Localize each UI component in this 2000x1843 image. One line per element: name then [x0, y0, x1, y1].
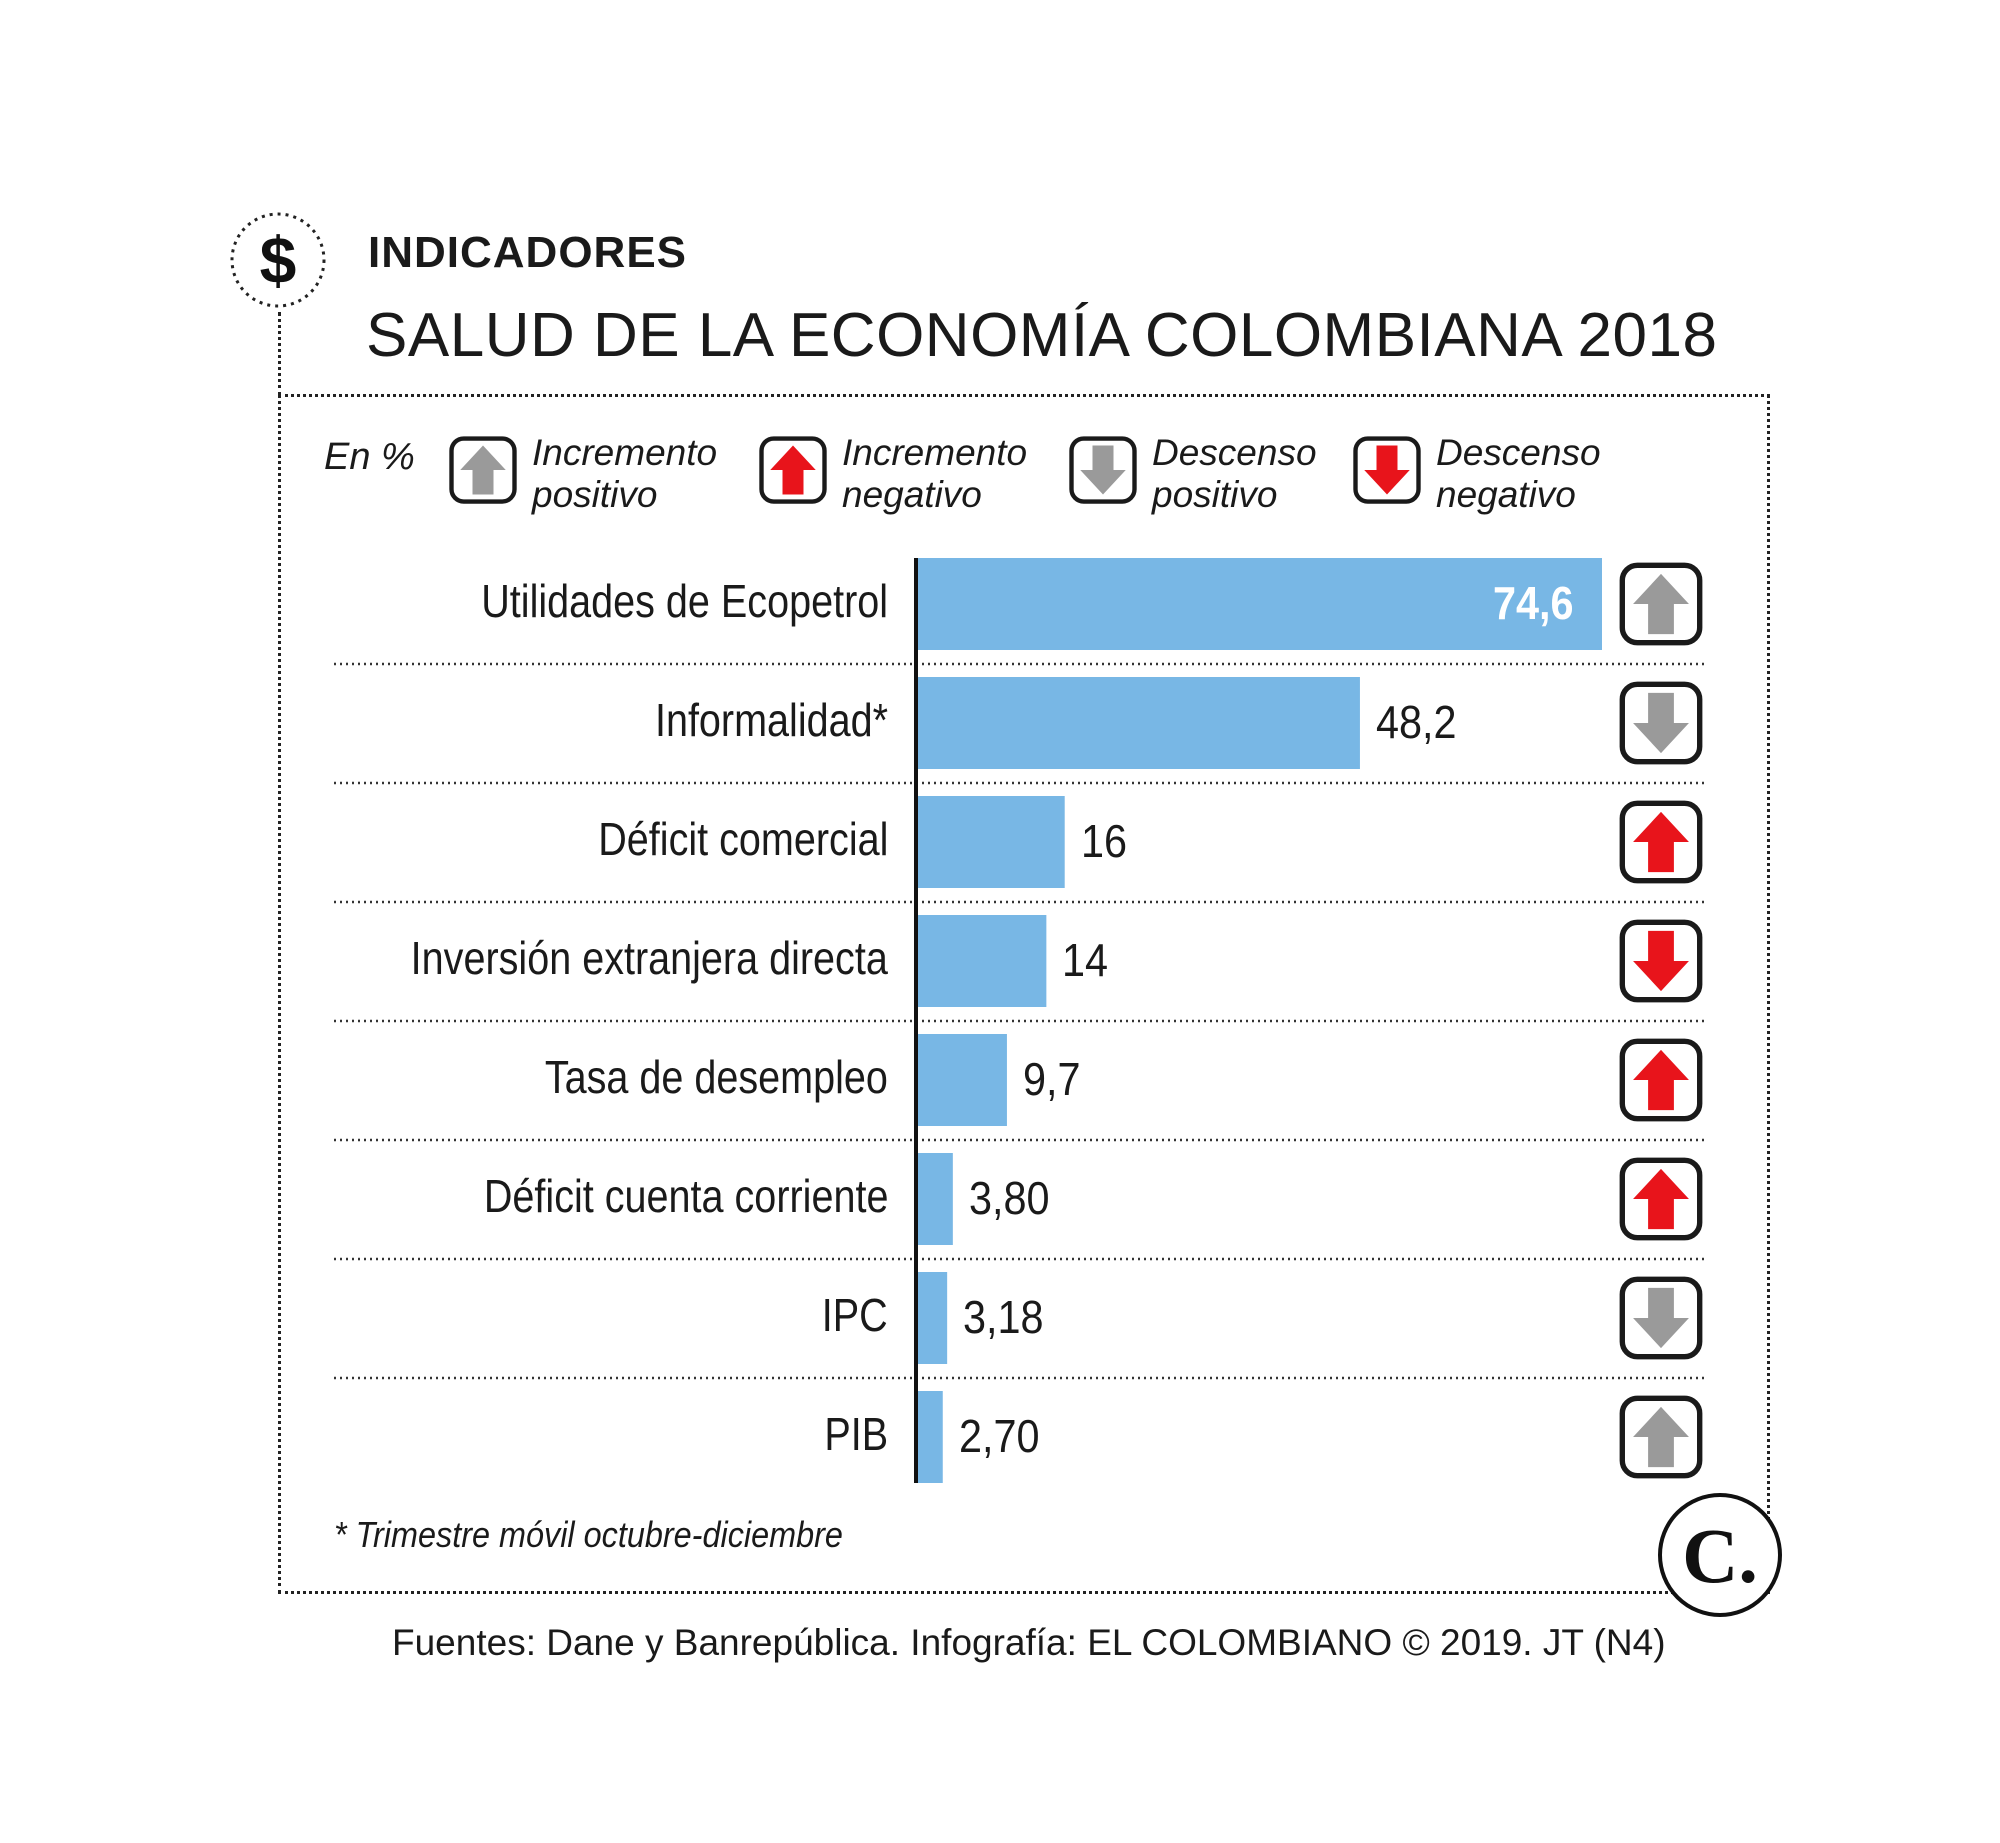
value-label: 9,7 — [1022, 1053, 1081, 1105]
legend-unit: En % — [324, 436, 415, 478]
trend-down-arrow-icon — [1619, 1276, 1703, 1360]
dollar-symbol: $ — [260, 223, 297, 297]
trend-down-arrow-icon — [1619, 919, 1703, 1003]
up-arrow-icon — [449, 436, 517, 504]
el-colombiano-logo: C. — [1658, 1493, 1782, 1617]
bar — [918, 558, 1602, 650]
trend-up-arrow-icon — [1619, 1038, 1703, 1122]
value-label: 3,18 — [963, 1291, 1044, 1343]
down-arrow-icon — [1353, 436, 1421, 504]
page-title: SALUD DE LA ECONOMÍA COLOMBIANA 2018 — [366, 301, 1718, 370]
category-label: IPC — [822, 1289, 888, 1341]
legend-label: Incremento negativo — [842, 432, 1027, 516]
category-label: PIB — [824, 1408, 888, 1460]
dollar-icon: $ — [230, 212, 326, 308]
legend-label: Incremento positivo — [532, 432, 717, 516]
trend-up-arrow-icon — [1619, 1395, 1703, 1479]
category-label: Déficit comercial — [597, 813, 888, 865]
category-label: Inversión extranjera directa — [410, 932, 888, 984]
down-arrow-icon — [1069, 436, 1137, 504]
kicker: INDICADORES — [368, 228, 688, 277]
trend-up-arrow-icon — [1619, 562, 1703, 646]
legend-label-line1: Incremento — [532, 432, 718, 473]
bar — [918, 1391, 943, 1483]
up-arrow-icon — [759, 436, 827, 504]
legend-label: Descenso positivo — [1152, 432, 1317, 516]
legend-label-line2: negativo — [842, 474, 982, 515]
category-label: Tasa de desempleo — [544, 1051, 888, 1103]
trend-down-arrow-icon — [1619, 681, 1703, 765]
bar — [918, 915, 1047, 1007]
bar — [918, 677, 1360, 769]
bar — [918, 1034, 1007, 1126]
value-label: 14 — [1062, 934, 1109, 986]
connector-line — [278, 312, 281, 396]
value-label: 48,2 — [1375, 696, 1457, 748]
trend-up-arrow-icon — [1619, 1157, 1703, 1241]
footnote: * Trimestre móvil octubre-diciembre — [334, 1514, 843, 1555]
legend-label-line1: Descenso — [1152, 432, 1317, 473]
category-label: Informalidad* — [654, 694, 888, 746]
legend-label-line2: negativo — [1436, 474, 1576, 515]
legend-label-line1: Descenso — [1436, 432, 1601, 473]
legend-label-line2: positivo — [1152, 474, 1278, 515]
bar — [918, 1153, 953, 1245]
value-label: 16 — [1080, 815, 1127, 867]
legend-label: Descenso negativo — [1436, 432, 1601, 516]
bar — [918, 796, 1065, 888]
source-credit: Fuentes: Dane y Banrepública. Infografía… — [392, 1622, 1666, 1663]
legend-label-line2: positivo — [532, 474, 658, 515]
bar — [918, 1272, 948, 1364]
trend-up-arrow-icon — [1619, 800, 1703, 884]
value-label: 3,80 — [968, 1172, 1050, 1224]
category-label: Déficit cuenta corriente — [483, 1170, 888, 1222]
chart-frame — [278, 394, 1770, 1594]
category-label: Utilidades de Ecopetrol — [481, 575, 888, 627]
value-label: 2,70 — [958, 1410, 1040, 1462]
logo-letter: C. — [1682, 1512, 1758, 1599]
value-label: 74,6 — [1493, 577, 1574, 629]
legend-label-line1: Incremento — [842, 432, 1028, 473]
